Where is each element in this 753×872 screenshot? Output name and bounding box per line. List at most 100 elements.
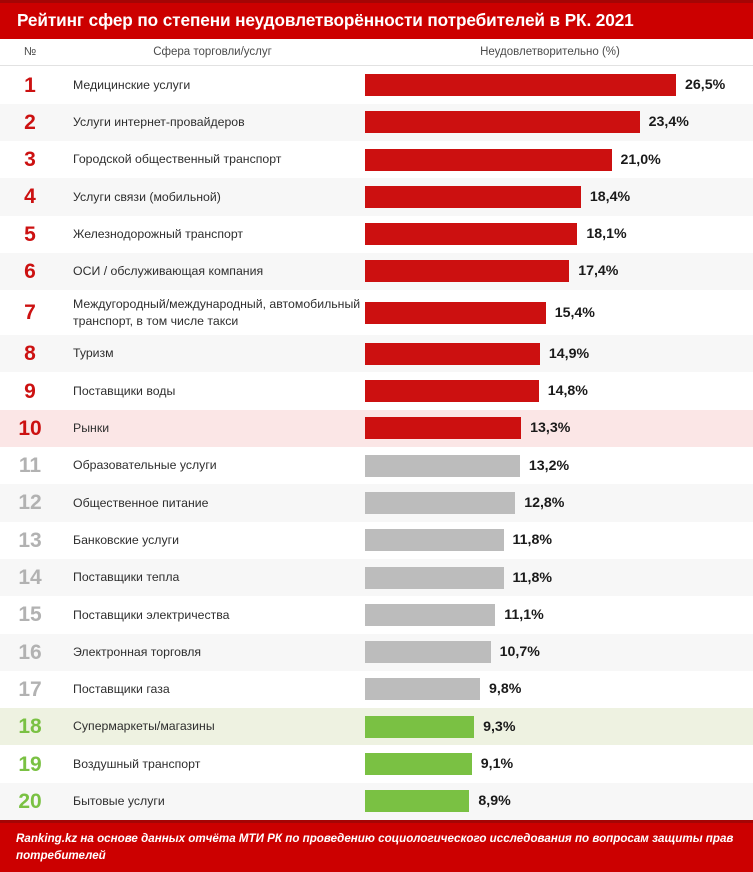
table-row: 11 Образовательные услуги 13,2% [0,447,753,485]
category-label: Поставщики электричества [73,607,230,622]
title-bar: Рейтинг сфер по степени неудовлетворённо… [0,0,753,39]
bar-value-label: 23,4% [648,114,689,131]
category-label: Электронная торговля [73,644,202,659]
table-row: 18 Супермаркеты/магазины 9,3% [0,708,753,746]
bar [365,380,539,403]
bar-value-label: 9,1% [480,756,514,773]
table-row: 14 Поставщики тепла 11,8% [0,558,753,597]
bar-cell: 13,2% [365,447,753,484]
bar [365,111,640,134]
rank-number: 6 [24,259,36,283]
rank-number: 2 [24,110,36,134]
bar [365,454,520,477]
table-row: 1 Медицинские услуги 26,5% [0,66,753,104]
table-row: 3 Городской общественный транспорт 21,0% [0,140,753,179]
rank-number: 16 [18,640,42,664]
bar [365,753,472,776]
table-row: 4 Услуги связи (мобильной) 18,4% [0,178,753,216]
bar-cell: 18,1% [365,216,753,253]
bar-cell: 11,8% [365,559,753,596]
rank-number: 9 [24,379,36,403]
bar [365,148,612,171]
source-note: Ranking.kz на основе данных отчёта МТИ Р… [16,832,734,863]
bar [365,74,676,96]
bar-cell: 15,4% [365,290,753,335]
table-row: 6 ОСИ / обслуживающая компания 17,4% [0,252,753,291]
bar-cell: 14,8% [365,372,753,409]
category-label: Междугородный/международный, автомобильн… [73,297,361,328]
table-row: 13 Банковские услуги 11,8% [0,521,753,559]
table-row: 7 Междугородный/международный, автомобиль… [0,290,753,336]
page-title: Рейтинг сфер по степени неудовлетворённо… [17,10,634,31]
bar-value-label: 11,8% [512,569,552,586]
rank-number: 11 [18,454,42,478]
category-label: Образовательные услуги [73,458,217,473]
bar-cell: 12,8% [365,484,753,521]
bar-value-label: 11,1% [504,606,544,623]
rank-number: 5 [24,222,36,246]
table-row: 2 Услуги интернет-провайдеров 23,4% [0,103,753,141]
category-label: Поставщики воды [73,383,176,398]
category-label: Поставщики тепла [73,570,180,585]
bar [365,417,522,440]
bar [365,223,578,246]
bar-cell: 11,8% [365,522,753,559]
bar-value-label: 9,3% [483,718,516,735]
category-label: Банковские услуги [73,532,179,547]
table-row: 19 Воздушный транспорт 9,1% [0,745,753,783]
bar [365,790,470,813]
bar-value-label: 14,9% [548,345,590,362]
rank-number: 1 [24,73,36,97]
bar-value-label: 11,8% [512,532,552,549]
bar [365,491,516,514]
bar-cell: 8,9% [365,783,753,820]
bar-cell: 14,9% [365,335,753,372]
bar [365,185,581,208]
table-row: 17 Поставщики газа 9,8% [0,670,753,709]
bar-cell: 10,7% [365,634,753,671]
category-label: Услуги интернет-провайдеров [73,115,245,129]
bar-value-label: 14,8% [547,383,588,400]
bar-cell: 11,1% [365,596,753,633]
bar-cell: 17,4% [365,253,753,290]
bar-value-label: 17,4% [578,263,619,280]
table-row: 20 Бытовые услуги 8,9% [0,782,753,820]
bar-cell: 18,4% [365,178,753,215]
table-row: 12 Общественное питание 12,8% [0,484,753,522]
table-row: 10 Рынки 13,3% [0,409,753,448]
bar-value-label: 18,1% [586,226,627,243]
bar-value-label: 8,9% [478,793,511,810]
category-label: Городской общественный транспорт [73,152,282,167]
rank-number: 7 [24,301,36,325]
rank-number: 20 [18,789,42,813]
rank-number: 14 [18,566,42,590]
category-label: Железнодорожный транспорт [73,226,244,241]
bar-value-label: 10,7% [499,644,540,661]
category-label: Воздушный транспорт [73,756,201,771]
category-label: Бытовые услуги [73,794,165,809]
table-row: 9 Поставщики воды 14,8% [0,372,753,410]
bar-cell: 9,3% [365,708,753,745]
footer-bar: Ranking.kz на основе данных отчёта МТИ Р… [0,820,753,872]
column-header-value: Неудовлетворительно (%) [480,46,620,59]
bar-value-label: 9,8% [489,681,522,698]
bar-cell: 26,5% [365,66,753,103]
bar-cell: 23,4% [365,104,753,141]
bar-value-label: 26,5% [685,77,726,93]
bar-cell: 9,1% [365,745,753,782]
category-label: Услуги связи (мобильной) [73,189,221,204]
rank-number: 10 [18,416,42,440]
rank-number: 13 [18,528,42,552]
table-row: 16 Электронная торговля 10,7% [0,633,753,671]
category-label: Рынки [73,421,110,436]
bar-value-label: 13,2% [528,457,570,474]
category-label: Туризм [73,346,114,361]
bar-cell: 9,8% [365,671,753,708]
category-label: Общественное питание [73,495,209,510]
rank-number: 15 [18,603,42,627]
table-row: 15 Поставщики электричества 11,1% [0,596,753,634]
bar-value-label: 21,0% [620,151,661,168]
rank-number: 19 [18,752,42,776]
bar [365,603,496,626]
